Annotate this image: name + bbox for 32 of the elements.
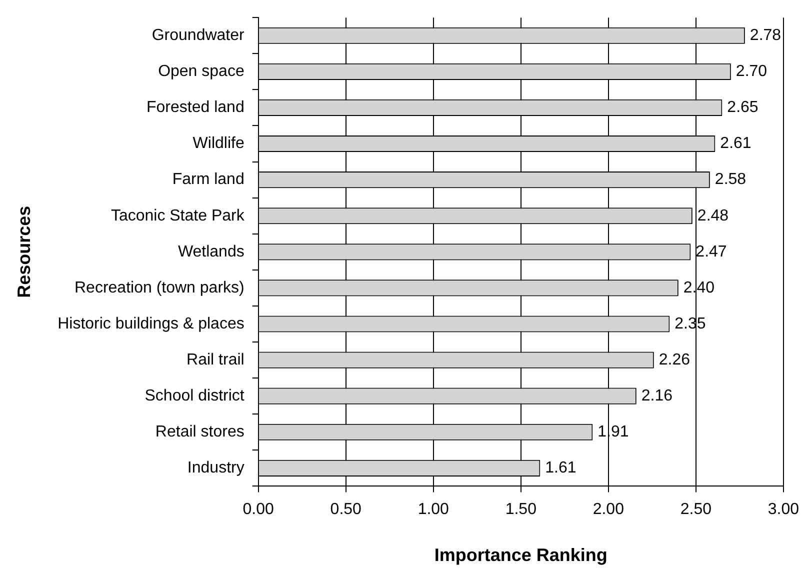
x-tick-label: 0.00 xyxy=(242,501,274,518)
data-label: 2.26 xyxy=(658,351,690,368)
y-tick-label: Historic buildings & places xyxy=(58,315,244,332)
data-label: 2.70 xyxy=(736,63,768,80)
x-tick-label: 1.50 xyxy=(505,501,537,518)
x-tick-label: 1.00 xyxy=(418,501,450,518)
y-tick-label: Open space xyxy=(158,63,244,80)
y-tick-label: Industry xyxy=(187,460,244,477)
y-tick-label: Taconic State Park xyxy=(110,207,246,224)
data-label: 2.58 xyxy=(714,171,746,188)
data-label: 2.16 xyxy=(641,387,673,404)
data-label: 2.47 xyxy=(696,243,727,260)
y-tick-label: Groundwater xyxy=(152,27,246,44)
y-tick-label: Wetlands xyxy=(178,243,244,260)
x-tick-label: 0.50 xyxy=(330,501,362,518)
y-tick-label: School district xyxy=(144,387,245,404)
x-tick-label: 2.00 xyxy=(592,501,624,518)
data-label: 2.61 xyxy=(720,135,752,152)
y-tick-label: Rail trail xyxy=(186,351,244,368)
data-label: 1.61 xyxy=(545,460,576,477)
data-label: 2.48 xyxy=(697,207,729,224)
x-tick-label: 3.00 xyxy=(768,501,800,518)
x-tick-label: 2.50 xyxy=(680,501,712,518)
y-axis-title: Resources xyxy=(14,206,34,298)
data-label: 2.78 xyxy=(750,27,782,44)
y-tick-label: Retail stores xyxy=(155,424,244,441)
x-axis-title: Importance Ranking xyxy=(434,545,608,566)
y-tick-label: Farm land xyxy=(172,171,244,188)
y-tick-label: Forested land xyxy=(146,99,244,116)
data-label: 2.65 xyxy=(727,99,758,116)
y-tick-label: Recreation (town parks) xyxy=(74,279,244,296)
y-tick-label: Wildlife xyxy=(192,135,244,152)
